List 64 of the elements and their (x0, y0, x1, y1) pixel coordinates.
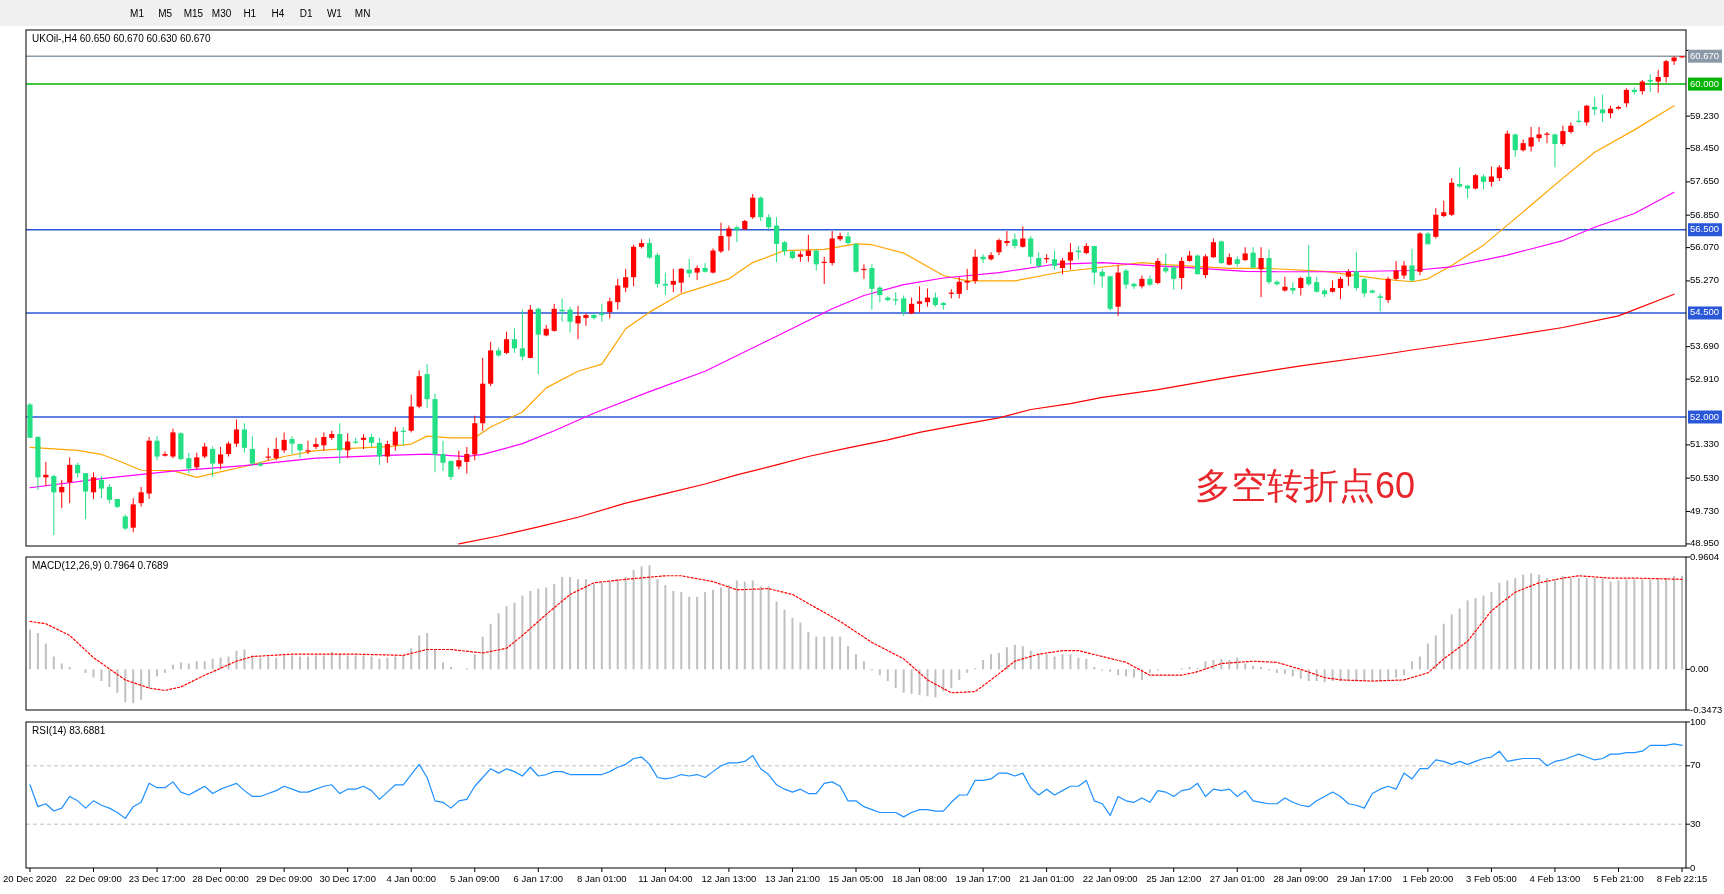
y-tick-label: -0.3473 (1690, 703, 1723, 715)
ref-line-label: 54.500 (1690, 306, 1720, 318)
y-tick-label: 56.850 (1690, 208, 1720, 220)
y-tick-label: 50.530 (1690, 471, 1720, 483)
text: M30 (211, 8, 232, 19)
y-tick-label: 57.650 (1690, 175, 1720, 187)
text: W1 (326, 8, 343, 19)
x-tick-label: 20 Dec 2020 (3, 873, 57, 884)
text: M1 (130, 8, 145, 19)
x-tick-label: 13 Jan 21:00 (764, 873, 820, 884)
text: H1 (243, 8, 257, 19)
ref-line-label: 60.000 (1690, 77, 1720, 89)
ref-line-label: 56.500 (1690, 223, 1720, 235)
x-tick-label: 30 Dec 17:00 (319, 873, 376, 884)
x-tick-label: 11 Jan 04:00 (638, 873, 693, 884)
x-tick-label: 5 Feb 21:00 (1593, 873, 1644, 884)
y-tick-label: 52.910 (1690, 372, 1720, 384)
x-tick-label: 12 Jan 13:00 (701, 873, 757, 884)
x-tick-label: 8 Feb 22:15 (1656, 873, 1708, 884)
x-tick-label: 1 Feb 20:00 (1402, 873, 1454, 884)
ref-line-label: 60.670 (1690, 49, 1720, 61)
y-tick-label: 30 (1690, 817, 1701, 829)
text: D1 (299, 8, 314, 19)
y-tick-label: 70 (1690, 759, 1701, 771)
x-tick-label: 4 Jan 00:00 (386, 873, 437, 884)
x-tick-label: 22 Dec 09:00 (65, 873, 122, 884)
x-tick-label: 18 Jan 08:00 (892, 873, 948, 884)
annotation: 多空转折点60 (1195, 465, 1416, 506)
ref-line-label: 52.000 (1690, 410, 1720, 422)
y-tick-label: 51.330 (1690, 438, 1720, 450)
text: M15 (183, 8, 204, 19)
y-tick-label: 0.9604 (1690, 550, 1720, 562)
x-tick-label: 3 Feb 05:00 (1466, 873, 1517, 884)
y-tick-label: 0 (1690, 861, 1696, 873)
x-tick-label: 8 Jan 01:00 (577, 873, 627, 884)
x-tick-label: 21 Jan 01:00 (1019, 873, 1075, 884)
text: M5 (158, 8, 173, 19)
x-tick-label: 28 Dec 00:00 (192, 873, 249, 884)
x-tick-label: 19 Jan 17:00 (955, 873, 1011, 884)
y-tick-label: 56.070 (1690, 241, 1720, 253)
text: MN (354, 8, 371, 19)
x-tick-label: 28 Jan 09:00 (1273, 873, 1329, 884)
x-tick-label: 29 Jan 17:00 (1336, 873, 1392, 884)
y-tick-label: 48.950 (1690, 537, 1720, 549)
chart-title: RSI(14) 83.6881 (32, 725, 106, 736)
text: H4 (271, 8, 285, 19)
y-tick-label: 59.230 (1690, 109, 1720, 121)
y-tick-label: 49.730 (1690, 504, 1720, 516)
x-tick-label: 6 Jan 17:00 (513, 873, 564, 884)
y-tick-label: 100 (1690, 715, 1706, 727)
chart-title: MACD(12,26,9) 0.7964 0.7689 (32, 560, 169, 571)
x-tick-label: 25 Jan 12:00 (1146, 873, 1202, 884)
x-tick-label: 15 Jan 05:00 (828, 873, 884, 884)
chart-title: UKOil-,H4 60.650 60.670 60.630 60.670 (32, 33, 211, 44)
y-tick-label: 0.00 (1690, 662, 1709, 674)
x-tick-label: 29 Dec 09:00 (255, 873, 313, 884)
y-tick-label: 53.690 (1690, 340, 1720, 352)
y-tick-label: 58.450 (1690, 142, 1720, 154)
x-tick-label: 22 Jan 09:00 (1082, 873, 1138, 884)
x-tick-label: 4 Feb 13:00 (1529, 873, 1581, 884)
x-tick-label: 5 Jan 09:00 (449, 873, 500, 884)
x-tick-label: 23 Dec 17:00 (128, 873, 186, 884)
y-tick-label: 55.270 (1690, 274, 1720, 286)
x-tick-label: 27 Jan 01:00 (1209, 873, 1265, 884)
